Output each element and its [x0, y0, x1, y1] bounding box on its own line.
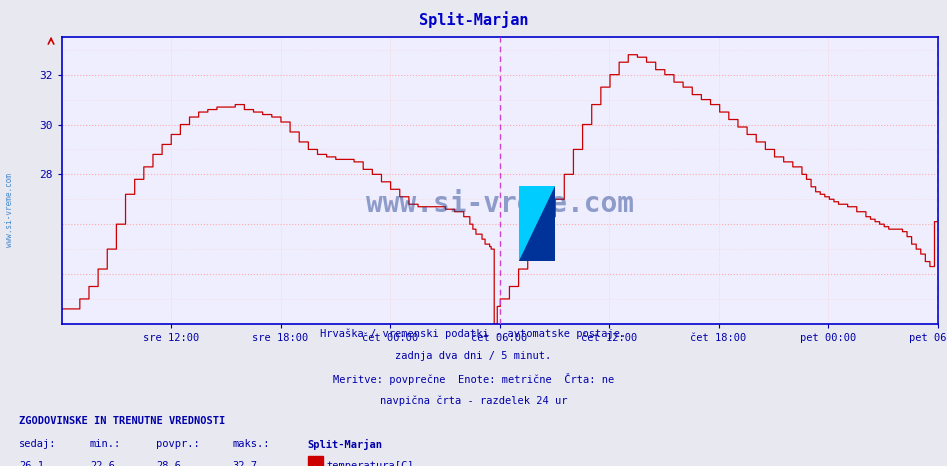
Text: www.si-vreme.com: www.si-vreme.com	[366, 190, 634, 218]
Bar	[519, 186, 537, 224]
Text: www.si-vreme.com: www.si-vreme.com	[5, 173, 14, 247]
Text: povpr.:: povpr.:	[156, 439, 200, 449]
Text: 22,6: 22,6	[90, 461, 115, 466]
Text: Hrvaška / vremenski podatki - avtomatske postaje.: Hrvaška / vremenski podatki - avtomatske…	[320, 329, 627, 339]
Text: sedaj:: sedaj:	[19, 439, 57, 449]
Text: 28,6: 28,6	[156, 461, 181, 466]
Text: min.:: min.:	[90, 439, 121, 449]
Text: 26,1: 26,1	[19, 461, 44, 466]
Text: Split-Marjan: Split-Marjan	[308, 439, 383, 450]
Text: navpična črta - razdelek 24 ur: navpična črta - razdelek 24 ur	[380, 396, 567, 406]
Text: ZGODOVINSKE IN TRENUTNE VREDNOSTI: ZGODOVINSKE IN TRENUTNE VREDNOSTI	[19, 416, 225, 425]
Text: Split-Marjan: Split-Marjan	[419, 12, 528, 28]
Polygon shape	[519, 186, 555, 261]
Text: 32,7: 32,7	[232, 461, 257, 466]
Text: Meritve: povprečne  Enote: metrične  Črta: ne: Meritve: povprečne Enote: metrične Črta:…	[333, 373, 614, 385]
Text: maks.:: maks.:	[232, 439, 270, 449]
Text: temperatura[C]: temperatura[C]	[327, 461, 414, 466]
Text: zadnja dva dni / 5 minut.: zadnja dva dni / 5 minut.	[396, 351, 551, 361]
Polygon shape	[519, 186, 555, 261]
